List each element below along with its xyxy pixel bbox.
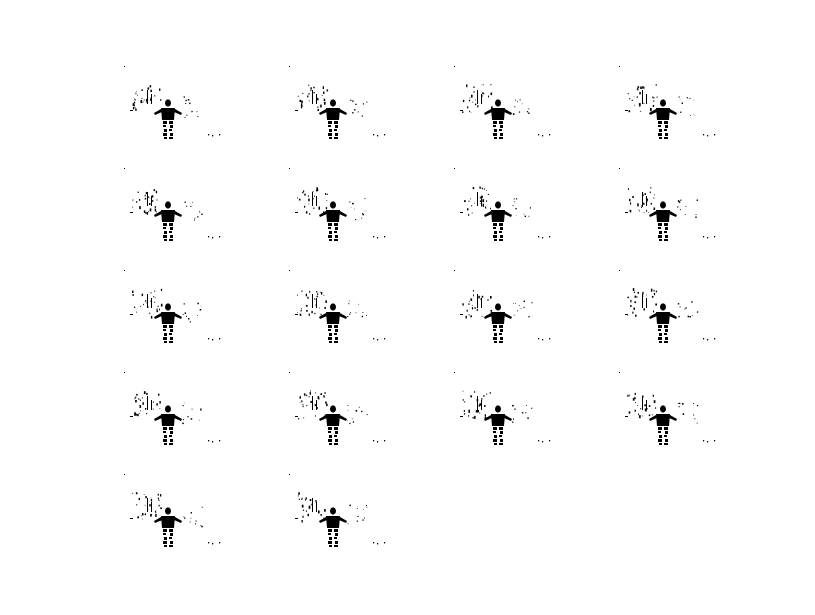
noise-speckles: [619, 372, 716, 443]
silhouette-image: [285, 164, 390, 249]
person-silhouette: [319, 405, 347, 445]
noise-speckles: [454, 168, 551, 239]
silhouette-image: [120, 368, 225, 453]
person-silhouette: [319, 201, 347, 241]
noise-speckles: [289, 66, 386, 137]
silhouette-image: [450, 62, 555, 147]
silhouette-image: [450, 266, 555, 351]
noise-speckles: [124, 270, 221, 341]
person-silhouette: [484, 201, 512, 241]
silhouette-frame-18: [285, 470, 390, 555]
person-silhouette: [319, 507, 347, 547]
noise-speckles: [124, 66, 221, 137]
silhouette-frame-3: [450, 62, 555, 147]
noise-speckles: [454, 372, 551, 443]
person-silhouette: [154, 405, 182, 445]
silhouette-frame-9: [120, 266, 225, 351]
person-silhouette: [154, 99, 182, 139]
silhouette-image: [120, 164, 225, 249]
noise-speckles: [124, 474, 221, 545]
silhouette-frame-4: [615, 62, 720, 147]
silhouette-frame-5: [120, 164, 225, 249]
person-silhouette: [649, 201, 677, 241]
person-silhouette: [319, 99, 347, 139]
noise-speckles: [124, 168, 221, 239]
silhouette-frame-1: [120, 62, 225, 147]
silhouette-image: [120, 62, 225, 147]
noise-speckles: [454, 270, 551, 341]
noise-speckles: [619, 168, 716, 239]
silhouette-image: [285, 470, 390, 555]
noise-speckles: [619, 270, 716, 341]
noise-speckles: [454, 66, 551, 137]
person-silhouette: [649, 99, 677, 139]
silhouette-frame-10: [285, 266, 390, 351]
noise-speckles: [289, 372, 386, 443]
silhouette-image: [615, 266, 720, 351]
silhouette-image: [450, 164, 555, 249]
silhouette-image: [120, 266, 225, 351]
person-silhouette: [154, 507, 182, 547]
silhouette-frame-11: [450, 266, 555, 351]
person-silhouette: [154, 303, 182, 343]
silhouette-frame-15: [450, 368, 555, 453]
person-silhouette: [484, 99, 512, 139]
noise-speckles: [619, 66, 716, 137]
person-silhouette: [649, 405, 677, 445]
noise-speckles: [289, 168, 386, 239]
silhouette-image: [615, 62, 720, 147]
silhouette-frame-13: [120, 368, 225, 453]
silhouette-frame-14: [285, 368, 390, 453]
silhouette-frame-8: [615, 164, 720, 249]
silhouette-image: [615, 368, 720, 453]
silhouette-frame-17: [120, 470, 225, 555]
silhouette-frame-6: [285, 164, 390, 249]
silhouette-image: [450, 368, 555, 453]
person-silhouette: [319, 303, 347, 343]
person-silhouette: [154, 201, 182, 241]
silhouette-image: [285, 62, 390, 147]
silhouette-frame-7: [450, 164, 555, 249]
silhouette-image: [615, 164, 720, 249]
noise-speckles: [289, 474, 386, 545]
silhouette-image: [120, 470, 225, 555]
silhouette-frame-12: [615, 266, 720, 351]
silhouette-image: [285, 266, 390, 351]
noise-speckles: [289, 270, 386, 341]
noise-speckles: [124, 372, 221, 443]
person-silhouette: [484, 405, 512, 445]
person-silhouette: [484, 303, 512, 343]
silhouette-image: [285, 368, 390, 453]
silhouette-frame-2: [285, 62, 390, 147]
silhouette-frame-16: [615, 368, 720, 453]
